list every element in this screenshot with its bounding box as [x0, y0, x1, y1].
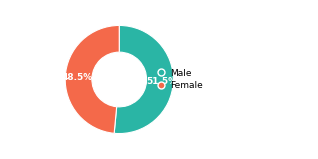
- Text: 48.5%: 48.5%: [61, 73, 93, 82]
- Text: 51.5%: 51.5%: [146, 77, 177, 86]
- Wedge shape: [114, 25, 173, 134]
- Wedge shape: [65, 25, 119, 133]
- Legend: Male, Female: Male, Female: [159, 69, 203, 90]
